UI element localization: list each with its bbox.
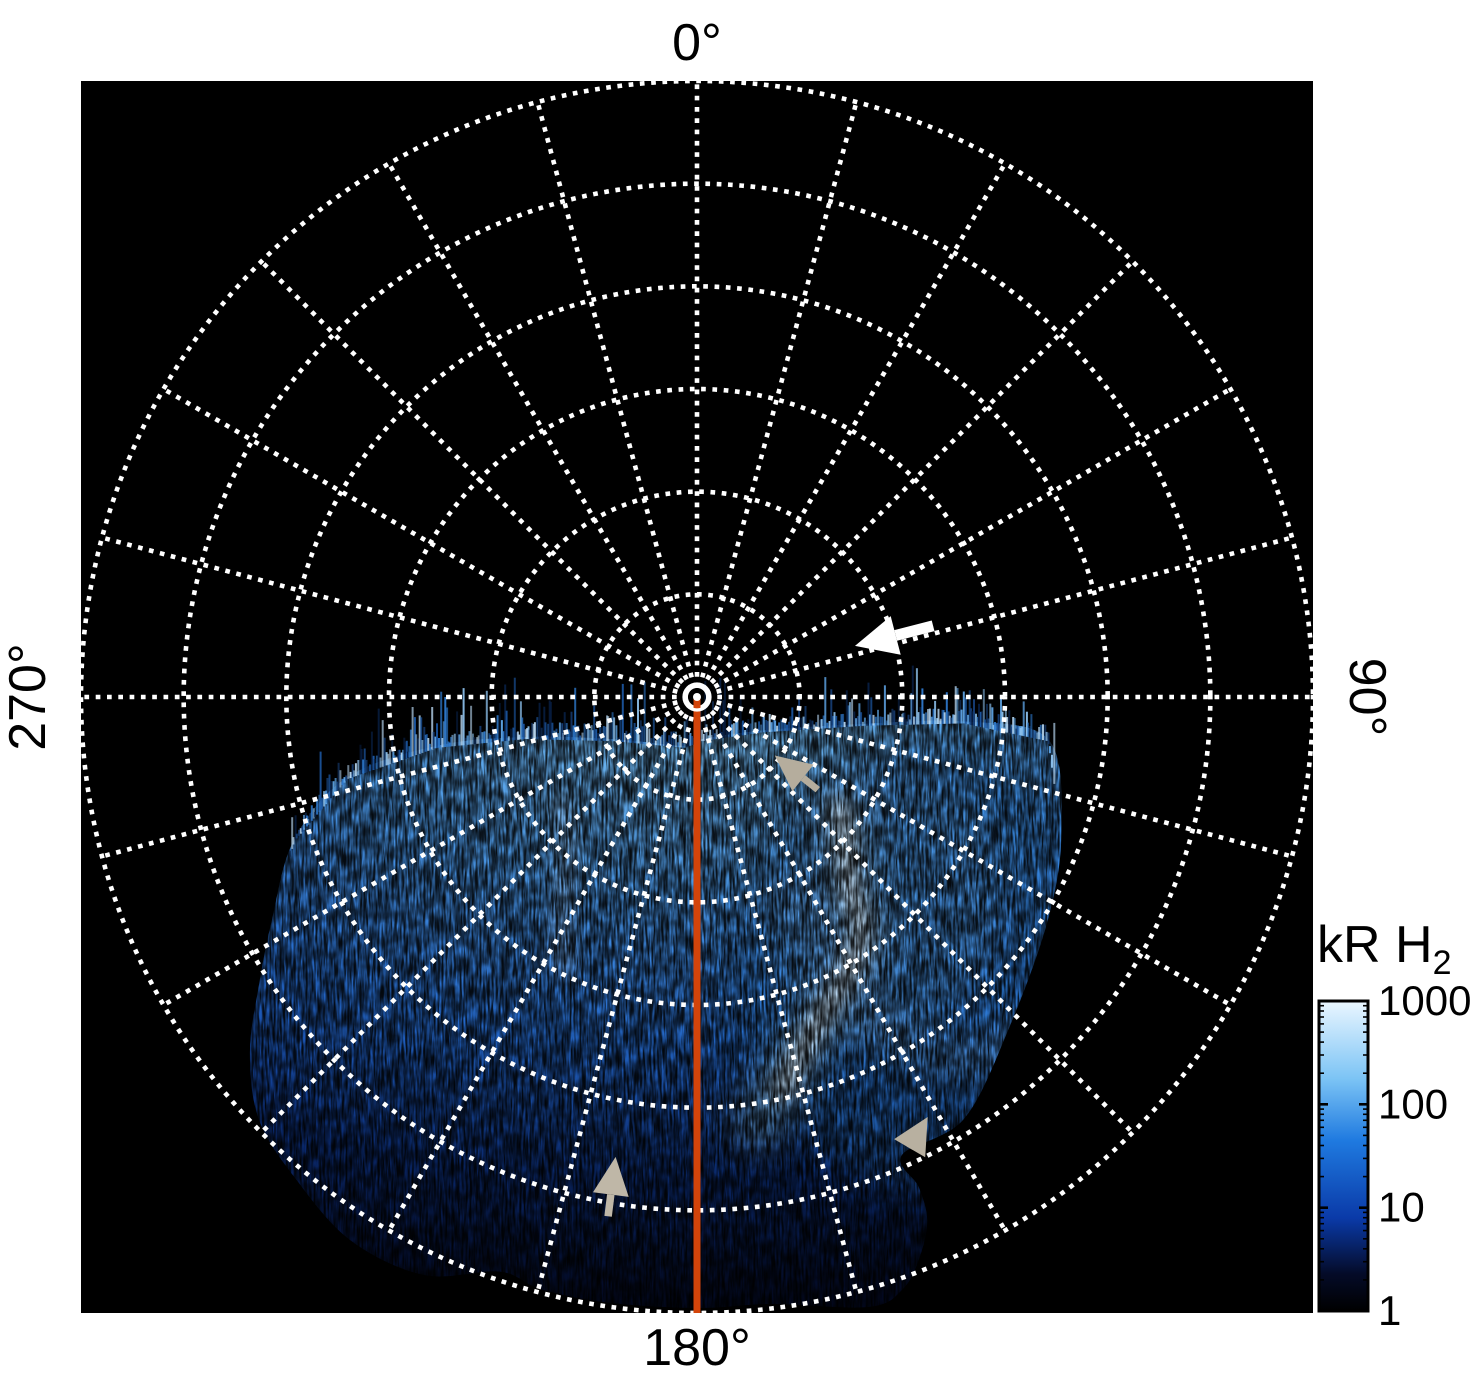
svg-text:1000: 1000 [1378, 977, 1471, 1024]
svg-text:100: 100 [1378, 1080, 1448, 1127]
svg-text:270°: 270° [0, 643, 57, 751]
svg-text:10: 10 [1378, 1184, 1425, 1231]
svg-text:0°: 0° [672, 14, 722, 72]
svg-text:90°: 90° [1338, 658, 1396, 737]
svg-text:kR H2: kR H2 [1317, 916, 1451, 982]
svg-text:180°: 180° [643, 1319, 751, 1377]
svg-text:1: 1 [1378, 1287, 1401, 1334]
